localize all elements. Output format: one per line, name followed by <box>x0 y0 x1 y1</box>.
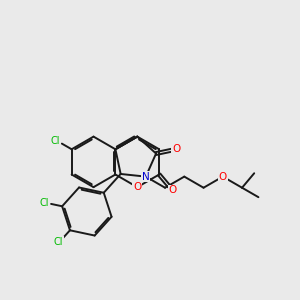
Text: O: O <box>133 182 141 192</box>
Text: Cl: Cl <box>53 237 63 247</box>
Text: Cl: Cl <box>40 198 50 208</box>
Text: Cl: Cl <box>51 136 60 146</box>
Text: O: O <box>168 185 177 196</box>
Text: O: O <box>172 144 181 154</box>
Text: N: N <box>142 172 150 182</box>
Text: O: O <box>219 172 227 182</box>
